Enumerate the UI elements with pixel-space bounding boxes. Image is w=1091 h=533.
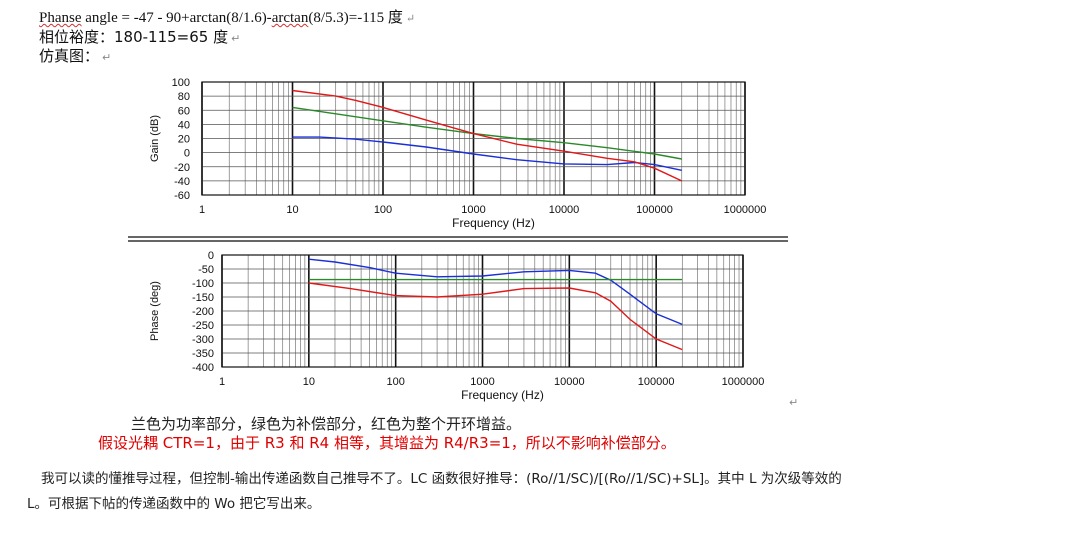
equation-line-phase-angle: Phanse angle = -47 - 90+arctan(8/1.6)-ar… [39,6,415,27]
phase-margin-line: 相位裕度：180-115=65 度 ↵ [39,26,240,47]
return-mark-icon: ↵ [102,51,112,64]
assumption-text: 假设光耦 CTR=1，由于 R3 和 R4 相等，其增益为 R4/R3=1，所以… [98,434,676,452]
x-tick-label: 10 [303,376,315,388]
x-axis-label: Frequency (Hz) [461,388,544,402]
x-tick-label: 1000 [470,376,494,388]
y-tick-label: -50 [198,264,214,276]
y-tick-label: -300 [192,334,214,346]
series-line-0 [308,258,683,326]
series-line-2 [308,282,683,351]
x-tick-label: 100000 [636,204,673,216]
phase-margin-text: 相位裕度：180-115=65 度 [39,28,229,46]
y-tick-label: -100 [192,278,214,290]
y-tick-label: 100 [172,77,190,89]
x-tick-label: 100000 [638,376,675,388]
paragraph-line: 我可以读的懂推导过程，但控制-输出传递函数自己推导不了。LC 函数很好推导：(R… [41,471,842,487]
x-tick-label: 100 [386,376,404,388]
equation-end: (8/5.3)=-115 度 [308,10,403,26]
y-tick-label: 20 [178,134,190,146]
y-tick-label: -20 [174,162,190,174]
series-line-1 [292,106,682,160]
y-tick-label: -60 [174,190,190,202]
y-tick-label: 60 [178,105,190,117]
return-mark-icon: ↵ [789,396,799,409]
return-mark-icon: ↵ [405,13,416,25]
simulation-label-line: 仿真图： ↵ [39,45,111,66]
y-tick-label: -200 [192,306,214,318]
return-mark-icon: ↵ [231,32,241,45]
y-tick-label: 0 [184,148,190,160]
y-tick-label: 80 [178,91,190,103]
body-paragraph: 我可以读的懂推导过程，但控制-输出传递函数自己推导不了。LC 函数很好推导：(R… [27,467,1072,517]
equation-text: angle = -47 - 90+arctan(8/1.6)- [81,10,272,26]
x-tick-label: 100 [374,204,392,216]
y-tick-label: 40 [178,119,190,131]
y-tick-label: -400 [192,362,214,374]
x-tick-label: 10000 [549,204,580,216]
y-tick-label: -150 [192,292,214,304]
x-tick-label: 1000000 [722,376,765,388]
simulation-label: 仿真图： [39,47,100,65]
y-tick-label: -40 [174,176,190,188]
y-tick-label: 0 [208,250,214,262]
y-axis-label: Gain (dB) [149,115,161,162]
y-tick-label: -250 [192,320,214,332]
x-tick-label: 1000000 [724,204,767,216]
x-axis-label: Frequency (Hz) [452,216,535,230]
x-tick-label: 1 [199,204,205,216]
x-tick-label: 10 [286,204,298,216]
y-tick-label: -350 [192,348,214,360]
word-phanse: Phanse [39,10,82,26]
x-tick-label: 1000 [461,204,485,216]
paragraph-line: L。可根据下帖的传递函数中的 Wo 把它写出来。 [27,496,321,512]
series-line-0 [292,136,682,171]
chart-panel-phase: 0 -50 -100 -150 -200 -250 -300 -350 -400 1 10 100 10… [149,250,764,402]
plot-frame [221,254,744,368]
chart-panel-gain: 100 80 60 40 20 0 -20 -40 -60 1 10 100 1000 10000 1000… [149,77,766,230]
y-axis-label: Phase (deg) [149,281,161,341]
plot-frame [201,81,746,196]
x-tick-label: 1 [219,376,225,388]
series-line-2 [292,89,682,182]
color-legend-text: 兰色为功率部分，绿色为补偿部分，红色为整个开环增益。 [131,415,522,433]
word-arctan: arctan [271,10,309,26]
x-tick-label: 10000 [554,376,585,388]
